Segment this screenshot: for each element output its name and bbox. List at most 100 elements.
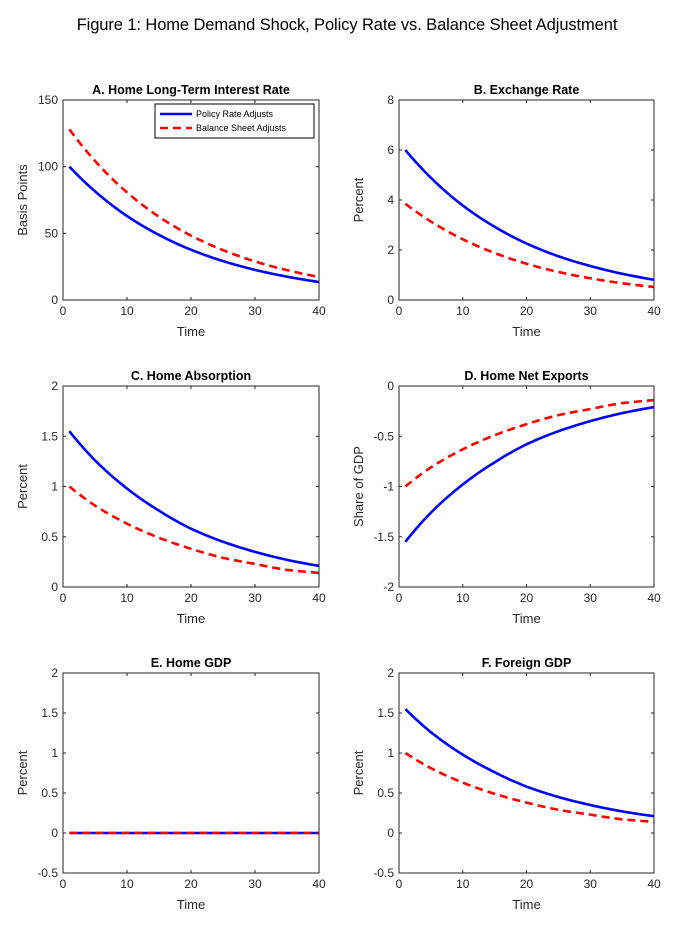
y-tick-label: 1 [387,746,394,760]
x-tick-label: 30 [248,304,262,318]
y-tick-label: 0.5 [41,530,58,544]
x-tick-label: 20 [520,877,534,891]
y-tick-label: 0 [51,580,58,594]
x-tick-label: 10 [456,877,470,891]
x-tick-label: 10 [120,591,134,605]
panel-b: B. Exchange Rate 0 10 20 30 40 0 2 4 6 8 Time Percen… [351,83,661,339]
x-tick-label: 40 [647,591,661,605]
y-tick-label: 6 [387,143,394,157]
y-tick-label: 0 [387,293,394,307]
y-axis-label: Share of GDP [351,446,366,527]
y-tick-label: 4 [387,193,394,207]
x-tick-label: 10 [456,591,470,605]
panel-a: A. Home Long-Term Interest Rate 0 10 20 30 40… [15,83,326,339]
series-balance-sheet [404,751,655,824]
x-axis-label: Time [512,611,540,626]
series-policy-rate [404,149,655,282]
y-axis-label: Percent [15,750,30,795]
series-policy-rate [404,708,655,818]
x-axis-label: Time [177,611,205,626]
series-balance-sheet [68,485,320,575]
x-axis-label: Time [177,897,205,912]
panel-title: F. Foreign GDP [482,656,572,670]
y-tick-label: -2 [383,580,394,594]
x-axis-label: Time [177,324,205,339]
axes-box [62,385,320,588]
panel-title: D. Home Net Exports [464,369,588,383]
series-policy-rate [404,405,655,543]
y-axis-label: Percent [15,464,30,509]
panel-c: C. Home Absorption 0 10 20 30 40 0 0.5 1 1.5 2 Time… [15,369,326,626]
x-tick-label: 0 [396,877,403,891]
x-tick-label: 20 [184,304,198,318]
x-tick-label: 0 [60,591,67,605]
panel-d: D. Home Net Exports 0 10 20 30 40 -2 -1.5 -1 -0.5… [351,369,661,626]
x-tick-label: 40 [312,877,326,891]
legend-label: Balance Sheet Adjusts [196,123,287,133]
y-tick-label: -0.5 [373,429,394,443]
x-tick-label: 30 [584,591,598,605]
x-tick-label: 20 [520,591,534,605]
x-tick-label: 40 [647,304,661,318]
panel-title: A. Home Long-Term Interest Rate [92,83,290,97]
y-tick-label: 1.5 [41,429,58,443]
x-tick-label: 0 [396,304,403,318]
series-balance-sheet [404,202,655,289]
axes-box [398,672,655,874]
y-tick-label: 150 [38,93,58,107]
y-axis-label: Percent [351,750,366,795]
x-axis-label: Time [512,324,540,339]
y-tick-label: -1.5 [373,530,394,544]
y-tick-label: 100 [38,160,58,174]
x-tick-label: 20 [184,591,198,605]
y-axis-label: Percent [351,177,366,222]
y-tick-label: 8 [387,93,394,107]
y-tick-label: 2 [51,666,58,680]
panel-title: B. Exchange Rate [474,83,580,97]
y-tick-label: 50 [45,226,59,240]
y-tick-label: 2 [387,666,394,680]
x-tick-label: 0 [60,877,67,891]
y-tick-label: -0.5 [37,866,58,880]
y-axis-label: Basis Points [15,164,30,236]
y-tick-label: 0.5 [377,786,394,800]
x-tick-label: 30 [584,877,598,891]
series-balance-sheet [404,398,655,488]
y-tick-label: -0.5 [373,866,394,880]
x-tick-label: 30 [248,877,262,891]
x-tick-label: 40 [312,304,326,318]
x-tick-label: 10 [120,877,134,891]
y-tick-label: 1 [51,746,58,760]
y-tick-label: 0.5 [41,786,58,800]
x-tick-label: 40 [312,591,326,605]
y-tick-label: -1 [383,480,394,494]
y-tick-label: 0 [51,293,58,307]
axes-box [398,99,655,301]
series-policy-rate [68,430,320,568]
x-tick-label: 10 [120,304,134,318]
y-tick-label: 1 [51,480,58,494]
y-tick-label: 1.5 [41,706,58,720]
y-tick-label: 0 [387,826,394,840]
x-tick-label: 10 [456,304,470,318]
x-tick-label: 40 [647,877,661,891]
axes-box [62,672,320,874]
x-tick-label: 0 [396,591,403,605]
series-balance-sheet [68,128,320,279]
series-policy-rate [68,165,320,284]
x-axis-label: Time [512,897,540,912]
x-tick-label: 20 [520,304,534,318]
panel-title: E. Home GDP [151,656,232,670]
y-tick-label: 2 [387,243,394,257]
y-tick-label: 0 [51,826,58,840]
y-tick-label: 0 [387,379,394,393]
figure-title: Figure 1: Home Demand Shock, Policy Rate… [76,16,618,34]
legend-label: Policy Rate Adjusts [196,109,274,119]
axes-box [398,385,655,588]
legend: Policy Rate Adjusts Balance Sheet Adjusts [154,103,315,139]
x-tick-label: 0 [60,304,67,318]
y-tick-label: 2 [51,379,58,393]
